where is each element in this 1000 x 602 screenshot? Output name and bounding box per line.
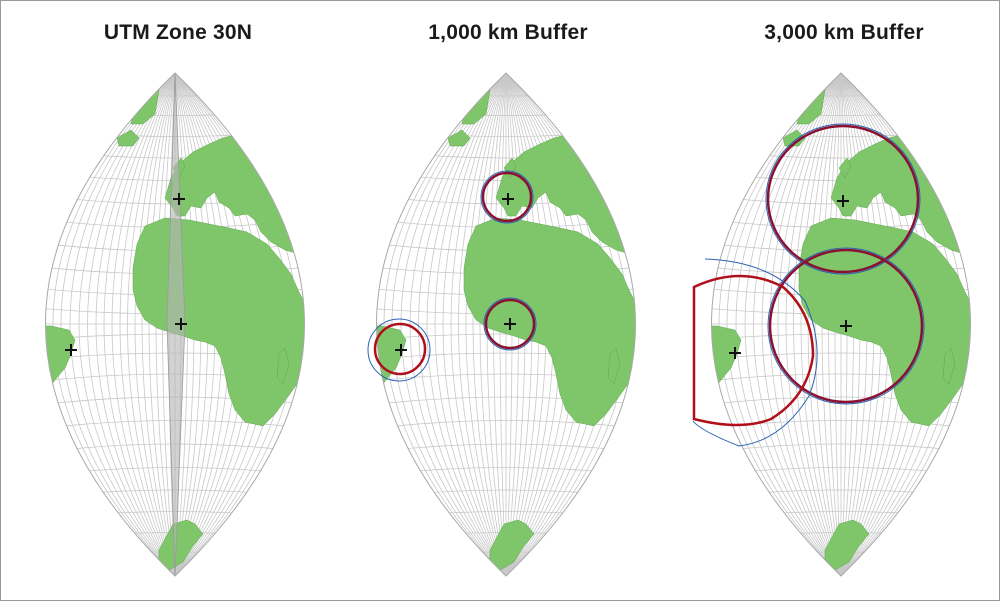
- buffer-true-south-america-1000km: [373, 322, 427, 376]
- buffer-projected-europe-3000km: [765, 123, 921, 275]
- buffer-projected-africa-1000km: [483, 297, 537, 351]
- map-panel-3000km-buffer: [692, 72, 971, 577]
- outline-panel-1: [45, 72, 305, 577]
- panel-title-1000km-buffer: 1,000 km Buffer: [428, 21, 588, 44]
- buffer-true-europe-3000km: [766, 124, 920, 274]
- buffer-true-europe-1000km: [481, 171, 533, 223]
- map-panel-1000km-buffer: [367, 72, 636, 577]
- buffer-projected-south-america-3000km: [692, 258, 818, 447]
- buffer-true-africa-1000km: [484, 298, 536, 350]
- map-panel-utm-zone: [45, 72, 305, 577]
- panel-title-3000km-buffer: 3,000 km Buffer: [764, 21, 924, 44]
- buffer-true-south-america-3000km: [692, 274, 815, 427]
- panel-title-utm-zone: UTM Zone 30N: [103, 21, 253, 44]
- buffer-projected-africa-3000km: [767, 247, 925, 405]
- buffer-projected-europe-1000km: [480, 170, 534, 224]
- outline-panel-3: [711, 72, 971, 577]
- buffer-projected-south-america-1000km: [367, 318, 431, 382]
- buffer-true-africa-3000km: [768, 248, 924, 404]
- outline-panel-2: [376, 72, 636, 577]
